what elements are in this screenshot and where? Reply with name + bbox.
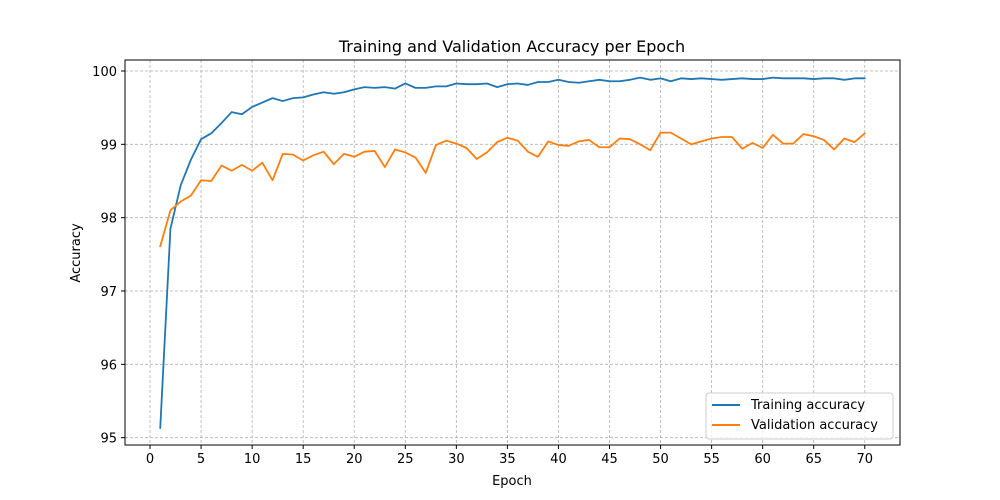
- x-tick-label: 5: [197, 452, 205, 467]
- x-tick-label: 55: [703, 452, 720, 467]
- legend-label-validation: Validation accuracy: [751, 418, 878, 433]
- y-tick-label: 96: [100, 358, 117, 373]
- y-tick-label: 99: [100, 138, 117, 153]
- y-tick-label: 95: [100, 432, 117, 447]
- x-tick-label: 60: [754, 452, 771, 467]
- legend-label-training: Training accuracy: [750, 398, 865, 413]
- x-tick-label: 0: [146, 452, 154, 467]
- y-axis-ticks: 95 96 97 98 99 100: [92, 65, 125, 447]
- x-tick-label: 35: [499, 452, 516, 467]
- x-axis-ticks: 0 5 10 15 20 25 30 35 40 45 50 55 60 65 70: [146, 445, 873, 467]
- grid-lines: [125, 60, 900, 445]
- y-tick-label: 98: [100, 212, 117, 227]
- x-tick-label: 25: [397, 452, 414, 467]
- plot-frame: [124, 59, 901, 446]
- x-tick-label: 70: [856, 452, 873, 467]
- x-tick-label: 30: [448, 452, 465, 467]
- series-lines: [159, 76, 866, 430]
- x-tick-label: 10: [244, 452, 261, 467]
- validation-accuracy-line: [159, 131, 866, 248]
- legend: Training accuracy Validation accuracy: [705, 392, 894, 440]
- legend-box: [705, 392, 894, 440]
- y-axis-label: Accuracy: [69, 223, 84, 283]
- training-accuracy-line: [159, 76, 866, 430]
- x-tick-label: 65: [805, 452, 822, 467]
- x-axis-label: Epoch: [492, 474, 532, 489]
- x-tick-label: 20: [346, 452, 363, 467]
- y-tick-label: 100: [92, 65, 117, 80]
- x-tick-label: 15: [295, 452, 312, 467]
- x-tick-label: 50: [652, 452, 669, 467]
- y-tick-label: 97: [100, 285, 117, 300]
- x-tick-label: 45: [601, 452, 618, 467]
- x-tick-label: 40: [550, 452, 567, 467]
- chart-title: Training and Validation Accuracy per Epo…: [338, 37, 685, 56]
